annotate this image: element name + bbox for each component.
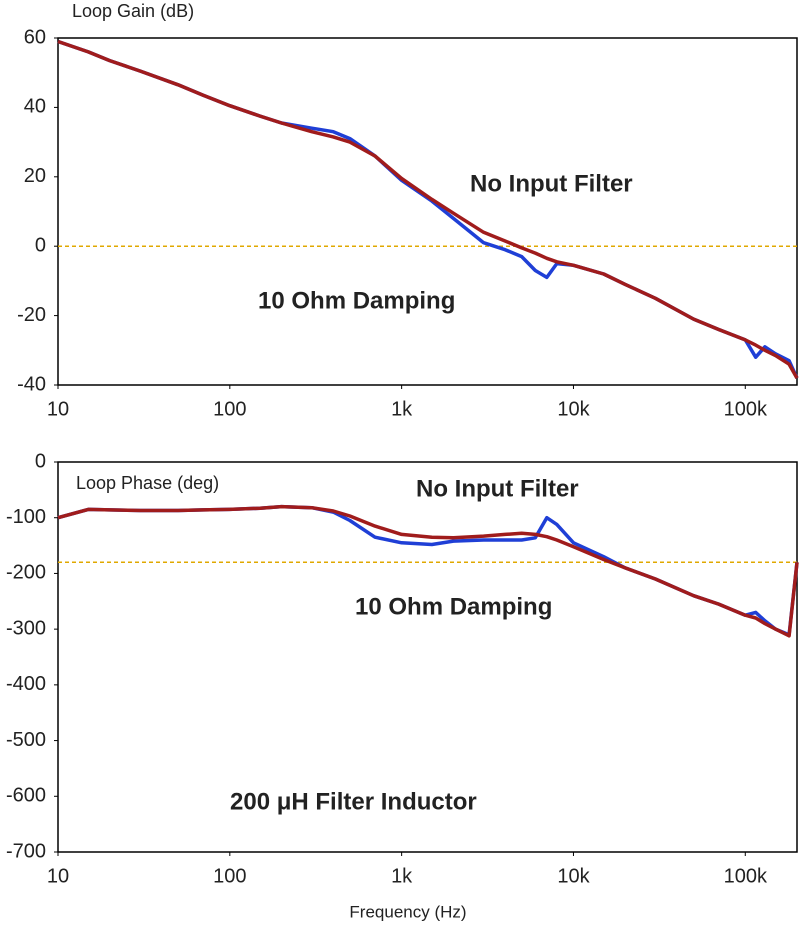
x-tick-label: 10 bbox=[47, 398, 69, 420]
x-tick-label: 10k bbox=[557, 865, 590, 887]
series-label: 10 Ohm Damping bbox=[258, 287, 455, 314]
x-tick-label: 1k bbox=[391, 865, 413, 887]
y-tick-label: 40 bbox=[24, 96, 46, 118]
y-tick-label: -600 bbox=[6, 785, 46, 807]
y-tick-label: -700 bbox=[6, 840, 46, 862]
chart-title: Loop Phase (deg) bbox=[76, 473, 219, 493]
x-tick-label: 100 bbox=[213, 398, 246, 420]
series-line bbox=[57, 504, 799, 638]
series-line bbox=[57, 39, 799, 379]
series-line bbox=[57, 39, 799, 379]
series-label: 10 Ohm Damping bbox=[355, 593, 552, 620]
chart-title: Loop Gain (dB) bbox=[72, 1, 194, 21]
plot-frame bbox=[57, 461, 798, 853]
x-tick-label: 10 bbox=[47, 865, 69, 887]
y-tick-label: 20 bbox=[24, 165, 46, 187]
x-tick-label: 100 bbox=[213, 865, 246, 887]
y-tick-label: -500 bbox=[6, 729, 46, 751]
y-tick-label: -200 bbox=[6, 562, 46, 584]
y-tick-label: 60 bbox=[24, 26, 46, 48]
y-tick-label: -100 bbox=[6, 506, 46, 528]
x-tick-label: 1k bbox=[391, 398, 413, 420]
x-tick-label: 100k bbox=[724, 398, 768, 420]
plot-frame bbox=[57, 37, 798, 386]
y-tick-label: -20 bbox=[17, 304, 46, 326]
x-tick-label: 10k bbox=[557, 398, 590, 420]
x-axis-label: Frequency (Hz) bbox=[349, 902, 466, 921]
y-tick-label: 0 bbox=[35, 450, 46, 472]
series-label: No Input Filter bbox=[416, 475, 579, 502]
y-tick-label: -300 bbox=[6, 617, 46, 639]
annotation: 200 μH Filter Inductor bbox=[230, 788, 477, 815]
x-tick-label: 100k bbox=[724, 865, 768, 887]
series-label: No Input Filter bbox=[470, 170, 633, 197]
y-tick-label: 0 bbox=[35, 234, 46, 256]
y-tick-label: -400 bbox=[6, 673, 46, 695]
y-tick-label: -40 bbox=[17, 373, 46, 395]
